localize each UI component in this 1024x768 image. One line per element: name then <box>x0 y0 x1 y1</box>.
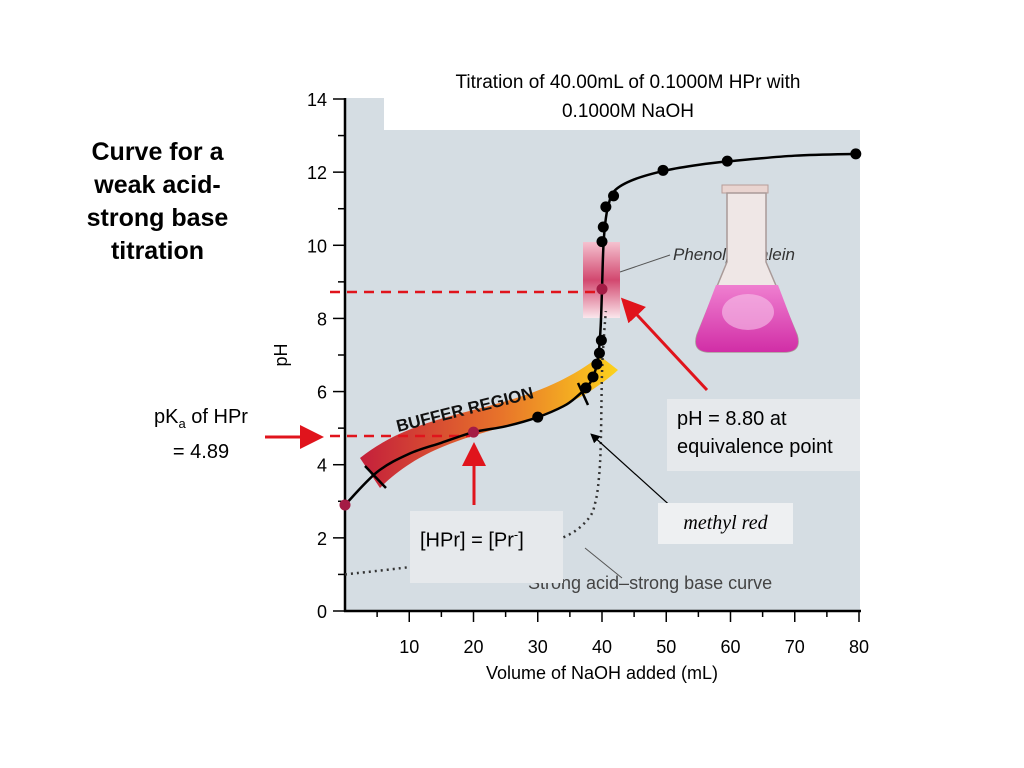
half-equiv-left: [HPr] = [Pr <box>420 529 514 552</box>
data-point <box>532 411 544 423</box>
x-tick-label: 30 <box>528 637 548 657</box>
x-axis-ticks: 10 20 30 40 50 60 70 80 <box>376 611 869 657</box>
equivalence-label: pH = 8.80 at equivalence point <box>667 399 860 471</box>
flask-illustration <box>695 184 799 353</box>
pka-prefix: pK <box>154 406 179 428</box>
data-point <box>597 221 609 233</box>
x-axis-label: Volume of NaOH added (mL) <box>486 663 718 683</box>
phenolphthalein-leader <box>619 254 671 273</box>
y-tick-label: 14 <box>307 90 327 110</box>
highlight-point <box>339 499 351 511</box>
data-point <box>600 201 612 213</box>
buffer-region-band <box>360 356 618 488</box>
side-title: Curve for a weak acid-strong base titrat… <box>86 138 229 265</box>
buffer-start-tick <box>364 465 387 489</box>
weak-acid-points <box>339 148 862 511</box>
data-point <box>850 148 862 160</box>
buffer-end-tick <box>576 382 590 406</box>
x-tick-label: 10 <box>399 637 419 657</box>
x-tick-label: 60 <box>720 637 740 657</box>
highlight-point <box>596 283 608 295</box>
data-point <box>657 164 669 176</box>
y-tick-label: 8 <box>317 309 327 329</box>
equivalence-line2: equivalence point <box>677 436 833 458</box>
data-point <box>591 358 603 370</box>
data-point <box>587 371 599 383</box>
y-axis-label: pH <box>271 343 291 366</box>
y-tick-label: 6 <box>317 383 327 403</box>
data-point <box>593 347 605 359</box>
x-tick-label: 80 <box>849 637 869 657</box>
data-point <box>596 236 608 248</box>
strong-curve-label: Strong acid–strong base curve <box>528 573 772 593</box>
methyl-red-pointer <box>590 433 676 511</box>
y-tick-label: 2 <box>317 529 327 549</box>
chart-title-line2: 0.1000M NaOH <box>562 101 694 122</box>
strong-curve-leader <box>584 547 623 579</box>
pka-subscript: a <box>178 416 186 431</box>
methyl-red-label: methyl red <box>658 503 793 544</box>
data-point <box>608 190 620 202</box>
y-tick-label: 0 <box>317 602 327 622</box>
x-tick-label: 20 <box>463 637 483 657</box>
x-tick-label: 70 <box>785 637 805 657</box>
equivalence-line1: pH = 8.80 at <box>677 408 787 430</box>
pka-suffix: of HPr <box>185 406 248 428</box>
data-point <box>580 382 592 394</box>
y-tick-label: 12 <box>307 163 327 183</box>
half-equivalence-label: [HPr] = [Pr-] <box>410 511 563 583</box>
pka-label: pKa of HPr = 4.89 <box>136 403 266 466</box>
equivalence-arrow <box>620 297 709 392</box>
pka-value: = 4.89 <box>172 441 230 463</box>
x-tick-label: 40 <box>592 637 612 657</box>
data-point <box>595 334 607 346</box>
x-tick-label: 50 <box>656 637 676 657</box>
title-box <box>384 60 860 130</box>
y-tick-label: 10 <box>307 236 327 256</box>
y-tick-label: 4 <box>317 456 327 476</box>
half-equiv-right: ] <box>518 529 524 552</box>
y-axis-ticks: 0 2 4 6 8 10 12 14 <box>307 90 345 622</box>
chart-title-line1: Titration of 40.00mL of 0.1000M HPr with <box>456 72 801 93</box>
half-equiv-sup: - <box>513 527 519 542</box>
highlight-point <box>468 426 479 438</box>
data-point <box>721 155 733 167</box>
